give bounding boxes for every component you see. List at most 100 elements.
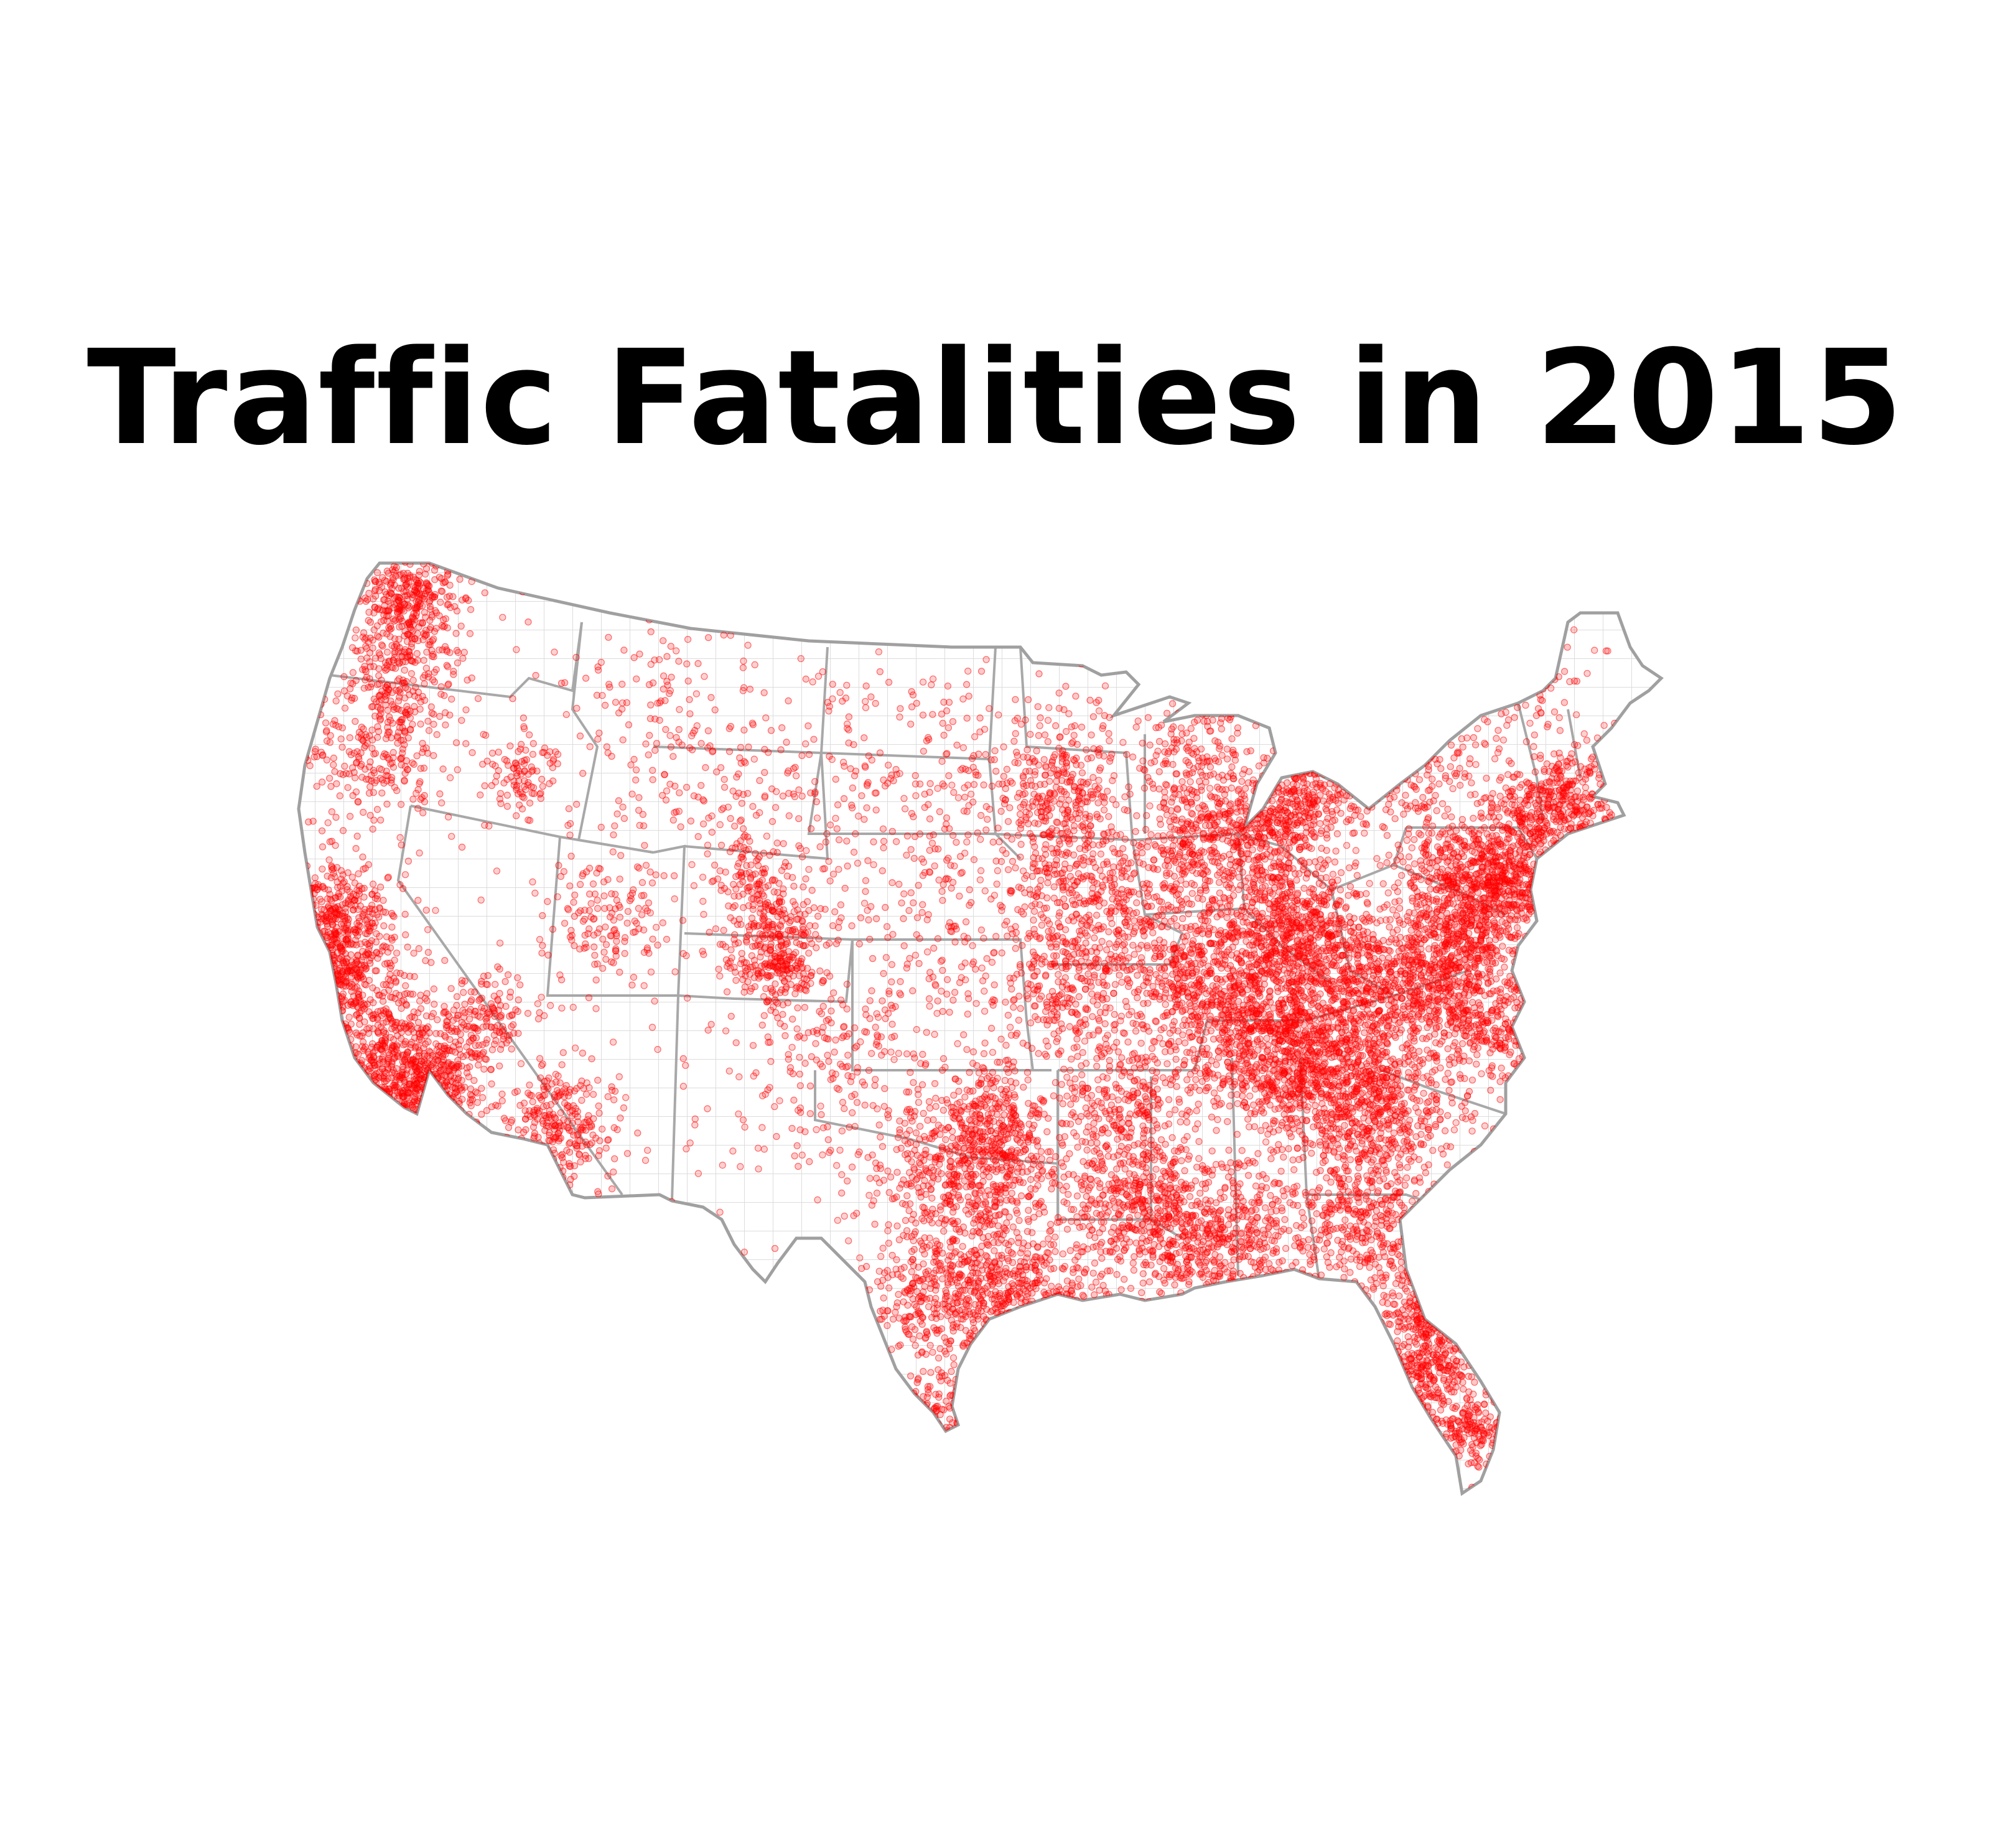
fatality-point [352, 788, 360, 796]
fatality-point [1107, 754, 1114, 762]
fatality-point [434, 1016, 441, 1024]
fatality-point [436, 790, 444, 798]
fatality-point [330, 1057, 337, 1064]
fatality-point [308, 966, 315, 973]
fatality-point [417, 721, 424, 728]
fatality-point [429, 1091, 437, 1099]
fatality-point [607, 913, 614, 921]
fatality-point [421, 1111, 429, 1118]
fatality-point [411, 1085, 419, 1092]
fatality-point [599, 1125, 606, 1133]
fatality-point [312, 958, 319, 965]
fatality-point [435, 1100, 443, 1108]
fatality-point [391, 956, 398, 964]
fatality-point [345, 1014, 353, 1021]
fatality-point [1037, 1340, 1045, 1348]
fatality-point [348, 694, 356, 702]
fatality-point [543, 1169, 551, 1176]
fatality-point [404, 653, 412, 661]
fatality-point [605, 1136, 612, 1144]
fatality-point [755, 937, 763, 945]
fatality-point [406, 1136, 413, 1143]
fatality-point [348, 983, 356, 991]
fatality-point [814, 912, 822, 920]
fatality-point [408, 1022, 415, 1030]
fatality-point [558, 1061, 566, 1068]
fatality-point [357, 749, 365, 757]
fatality-point [406, 1126, 413, 1133]
fatality-point [1035, 761, 1043, 769]
fatality-point [1093, 699, 1100, 706]
fatality-point [350, 768, 358, 776]
fatality-point [320, 969, 327, 976]
fatality-point [1012, 1328, 1020, 1336]
fatality-point [388, 734, 395, 742]
fatality-point [427, 1095, 435, 1103]
fatality-point [590, 943, 598, 951]
fatality-point [1086, 696, 1094, 704]
fatality-point [284, 1050, 291, 1056]
fatality-point [990, 1084, 997, 1091]
fatality-point [278, 908, 284, 914]
fatality-point [1020, 754, 1027, 761]
fatality-point [383, 800, 391, 808]
fatality-point [301, 903, 309, 912]
fatality-point [589, 880, 597, 888]
fatality-point [406, 973, 414, 980]
fatality-point [411, 702, 418, 711]
fatality-point [380, 897, 387, 904]
fatality-point [305, 918, 312, 925]
fatality-point [342, 1077, 350, 1085]
fatality-point [425, 1129, 433, 1137]
fatality-point [289, 920, 295, 926]
fatality-point [1051, 1315, 1058, 1323]
fatality-point [402, 1122, 410, 1129]
fatality-point [538, 950, 546, 957]
fatality-point [1029, 1328, 1037, 1336]
fatality-point [1033, 1302, 1040, 1310]
fatality-point [1105, 730, 1112, 737]
fatality-point [414, 1115, 422, 1122]
fatality-point [324, 979, 332, 987]
fatality-point [307, 1022, 314, 1030]
fatality-point [406, 563, 414, 568]
fatality-point [991, 1144, 999, 1152]
fatality-point [280, 980, 286, 986]
fatality-point [1054, 1298, 1061, 1305]
fatality-point [286, 910, 292, 917]
fatality-point [1007, 1078, 1015, 1085]
fatality-point [798, 955, 806, 963]
fatality-point [582, 940, 589, 948]
fatality-point [1106, 940, 1113, 948]
fatality-point [424, 717, 432, 725]
fatality-point [544, 951, 552, 959]
fatality-point [459, 655, 467, 662]
fatality-point [282, 925, 289, 931]
fatality-point [1059, 1141, 1066, 1149]
fatality-point [353, 1080, 361, 1088]
fatality-point [319, 1072, 327, 1080]
fatality-point [312, 965, 320, 973]
fatality-point [333, 617, 342, 625]
fatality-point [398, 761, 405, 768]
fatality-point [543, 1114, 550, 1122]
fatality-point [1061, 974, 1069, 981]
fatality-point [767, 935, 775, 942]
fatality-point [447, 1108, 454, 1115]
map-title: Traffic Fatalities in 2015 [86, 322, 1905, 474]
fatality-point [327, 1037, 335, 1045]
fatality-point [1015, 1216, 1023, 1225]
fatality-point [306, 932, 314, 940]
fatality-point [442, 615, 450, 623]
fatality-point [791, 990, 799, 997]
fatality-point [950, 1091, 958, 1099]
fatality-point [452, 739, 460, 747]
fatality-point [1111, 981, 1119, 988]
fatality-point [529, 1146, 538, 1154]
fatality-point [1030, 1161, 1037, 1169]
fatality-point [319, 983, 327, 991]
fatality-point [352, 717, 359, 726]
fatality-point [303, 934, 310, 941]
fatality-point [309, 925, 316, 932]
fatality-point [1074, 1144, 1081, 1151]
